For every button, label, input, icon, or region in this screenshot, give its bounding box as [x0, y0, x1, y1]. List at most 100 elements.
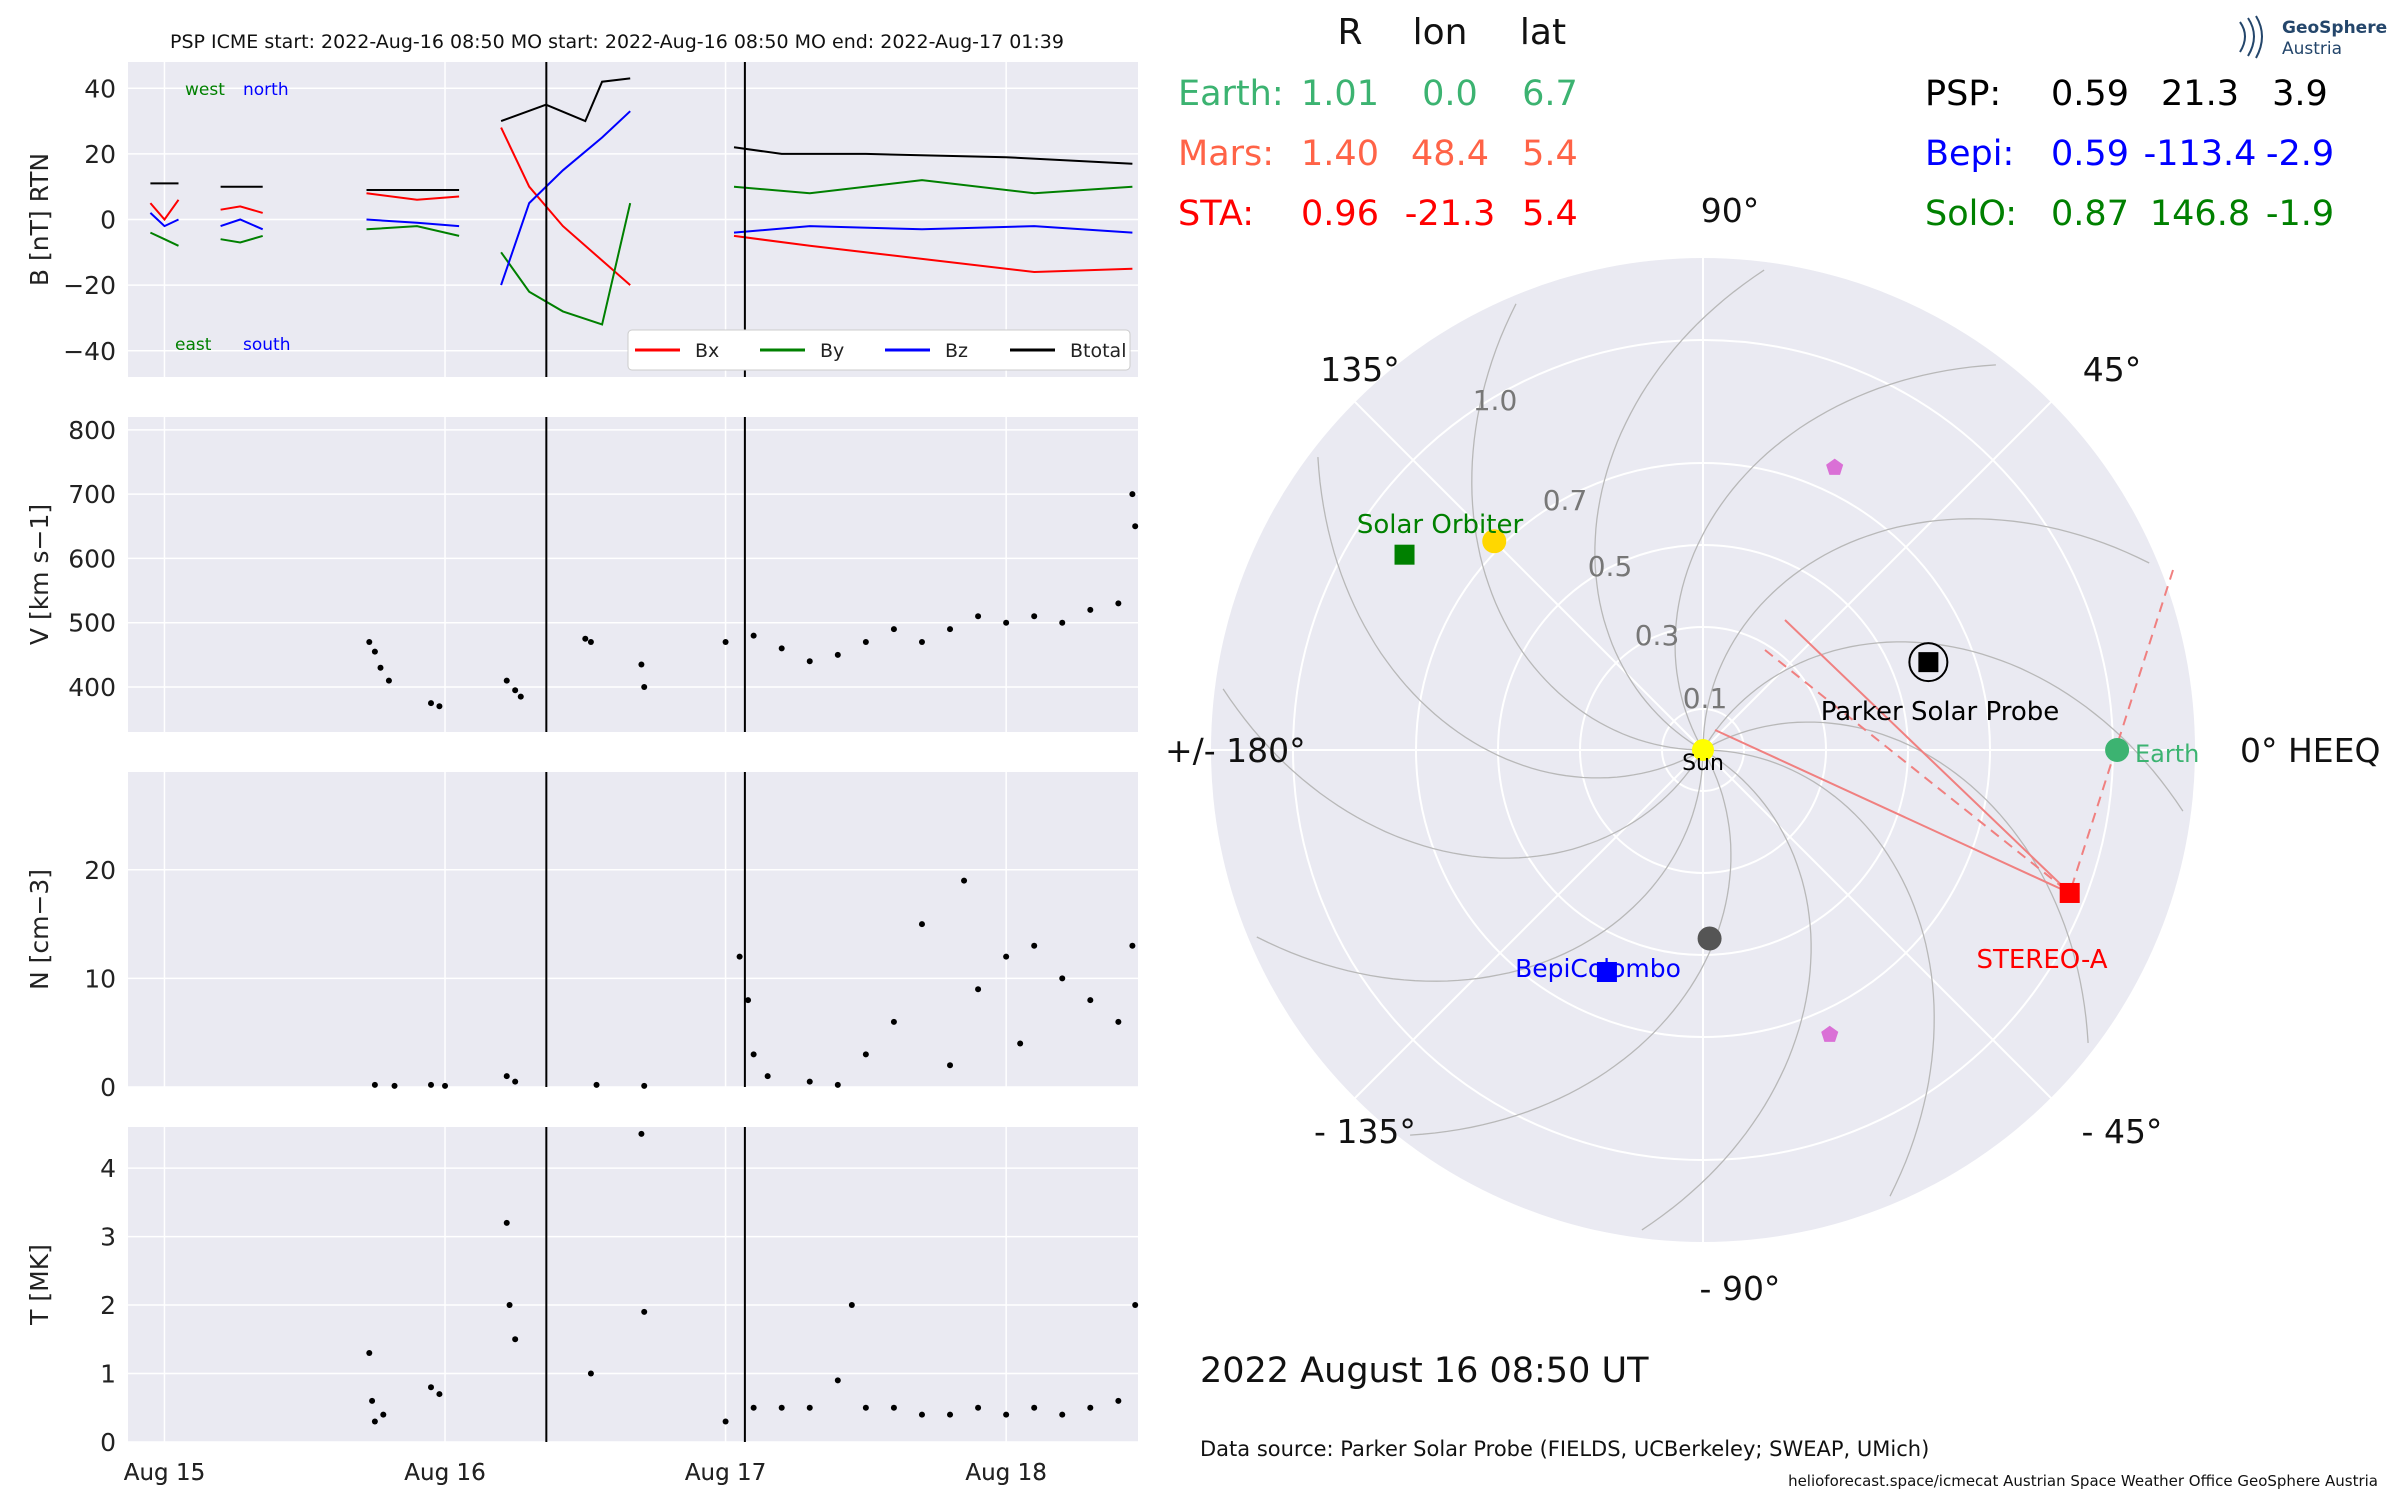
- data-point: [764, 1073, 771, 1080]
- data-point: [366, 1349, 373, 1356]
- corner-label-west: west: [185, 80, 225, 100]
- data-point: [750, 632, 757, 639]
- marker-stereo-a: [2059, 882, 2080, 903]
- data-point: [961, 877, 968, 884]
- label-parker-solar-probe: Parker Solar Probe: [1821, 697, 2059, 727]
- row-value: -2.9: [2266, 134, 2334, 174]
- row-value: 1.01: [1301, 74, 1379, 114]
- data-point: [638, 661, 645, 668]
- legend: Bx By Bz Btotal: [627, 329, 1131, 371]
- angular-grid: [1702, 749, 2052, 1099]
- y-tick-label: 20: [84, 856, 116, 885]
- data-point: [1115, 1397, 1122, 1404]
- radial-tick-label: 1.0: [1473, 384, 1518, 417]
- angle-label: - 45°: [2082, 1112, 2163, 1151]
- y-axis-label: V [km s−1]: [25, 504, 54, 645]
- angle-label: 45°: [2083, 350, 2142, 389]
- corner-label-north: north: [243, 80, 289, 100]
- series-bz: [220, 218, 264, 231]
- parker-spiral: [1711, 749, 1935, 1197]
- marker-solar-orbiter: [1394, 544, 1415, 565]
- data-point: [641, 1308, 648, 1315]
- data-point: [834, 651, 841, 658]
- x-tick-label: Aug 15: [124, 1460, 206, 1486]
- parker-spiral: [1674, 364, 1996, 744]
- data-point: [947, 1062, 954, 1069]
- geosphere-logo: GeoSphere Austria: [2239, 15, 2387, 59]
- data-point: [436, 1391, 443, 1398]
- angular-grid: [1702, 401, 2052, 751]
- y-tick-label: 4: [100, 1154, 116, 1183]
- data-point: [778, 645, 785, 652]
- series-bz: [500, 110, 631, 286]
- data-point: [1059, 1411, 1066, 1418]
- y-tick-label: 1: [100, 1360, 116, 1389]
- data-point: [806, 658, 813, 665]
- row-value: 0.59: [2051, 74, 2129, 114]
- data-point: [436, 703, 443, 710]
- label-stereo-a: STEREO-A: [1976, 945, 2107, 975]
- x-tick-label: Aug 15: [124, 1460, 206, 1486]
- data-point: [377, 664, 384, 671]
- marker-juice: [1826, 458, 1844, 475]
- data-point: [1003, 1411, 1010, 1418]
- panel-background: [128, 772, 1138, 1087]
- parker-spiral: [1594, 269, 1765, 747]
- data-point: [442, 1082, 449, 1089]
- data-point: [890, 1404, 897, 1411]
- row-value: 48.4: [1411, 134, 1489, 174]
- y-axis-label: N [cm−3]: [25, 869, 54, 990]
- legend-box: [627, 329, 1131, 371]
- legend-label-bz: Bz: [945, 340, 968, 362]
- data-point: [1059, 619, 1066, 626]
- logo-line2: Austria: [2282, 39, 2342, 59]
- data-point: [512, 687, 519, 694]
- y-tick-label: 400: [68, 673, 116, 702]
- data-point: [918, 1411, 925, 1418]
- y-axis-label: B [nT] RTN: [25, 153, 54, 286]
- row-name: STA:: [1178, 194, 1254, 234]
- data-point: [587, 639, 594, 645]
- marker-venus: [1482, 529, 1507, 554]
- table-col-lat: lat: [1520, 12, 1566, 53]
- data-point: [1087, 606, 1094, 613]
- data-point: [428, 700, 434, 707]
- marker-juice-2: [1821, 1025, 1839, 1042]
- series-by: [220, 234, 263, 244]
- panel-2: 800 700 600 500 400 V [km s−1]: [25, 416, 1139, 732]
- marker-sun: [1692, 739, 1714, 761]
- data-point: [1031, 613, 1038, 620]
- data-point: [722, 639, 729, 645]
- data-point: [517, 693, 524, 700]
- marker-parker-solar-probe: [1918, 652, 1939, 673]
- parker-spiral: [1317, 457, 1697, 779]
- earth-field-line-dashed: [2068, 569, 2174, 894]
- data-point: [975, 986, 982, 993]
- data-point: [503, 1219, 510, 1226]
- sta-field-line: [1784, 619, 2071, 894]
- marker-bepicolombo: [1596, 962, 1617, 983]
- series-bz: [733, 225, 1133, 234]
- marker-earth: [2105, 738, 2130, 762]
- x-tick-label: Aug 16: [404, 1460, 486, 1486]
- legend-label-btotal: Btotal: [1070, 340, 1126, 362]
- data-point: [722, 1418, 729, 1425]
- angular-grid: [1354, 749, 1704, 1099]
- x-tick-label: Aug 17: [685, 1460, 767, 1486]
- table-col-lon: lon: [1413, 12, 1468, 53]
- x-tick-label: Aug 17: [685, 1460, 767, 1486]
- data-point: [1132, 1302, 1139, 1309]
- table-row-sta: STA: 0.96 -21.3 5.4: [1178, 194, 1578, 234]
- angular-grid: [1354, 401, 1704, 751]
- y-tick-label: 20: [84, 140, 116, 169]
- x-tick-label: Aug 18: [965, 1460, 1047, 1486]
- date-label: 2022 August 16 08:50 UT: [1200, 1351, 1649, 1391]
- parker-spiral: [1709, 721, 2089, 1043]
- angle-label: 135°: [1320, 350, 1400, 389]
- series-bx: [733, 234, 1133, 274]
- radial-tick-label: 0.3: [1635, 619, 1680, 652]
- parker-spiral: [1641, 753, 1812, 1231]
- data-point: [512, 1336, 519, 1343]
